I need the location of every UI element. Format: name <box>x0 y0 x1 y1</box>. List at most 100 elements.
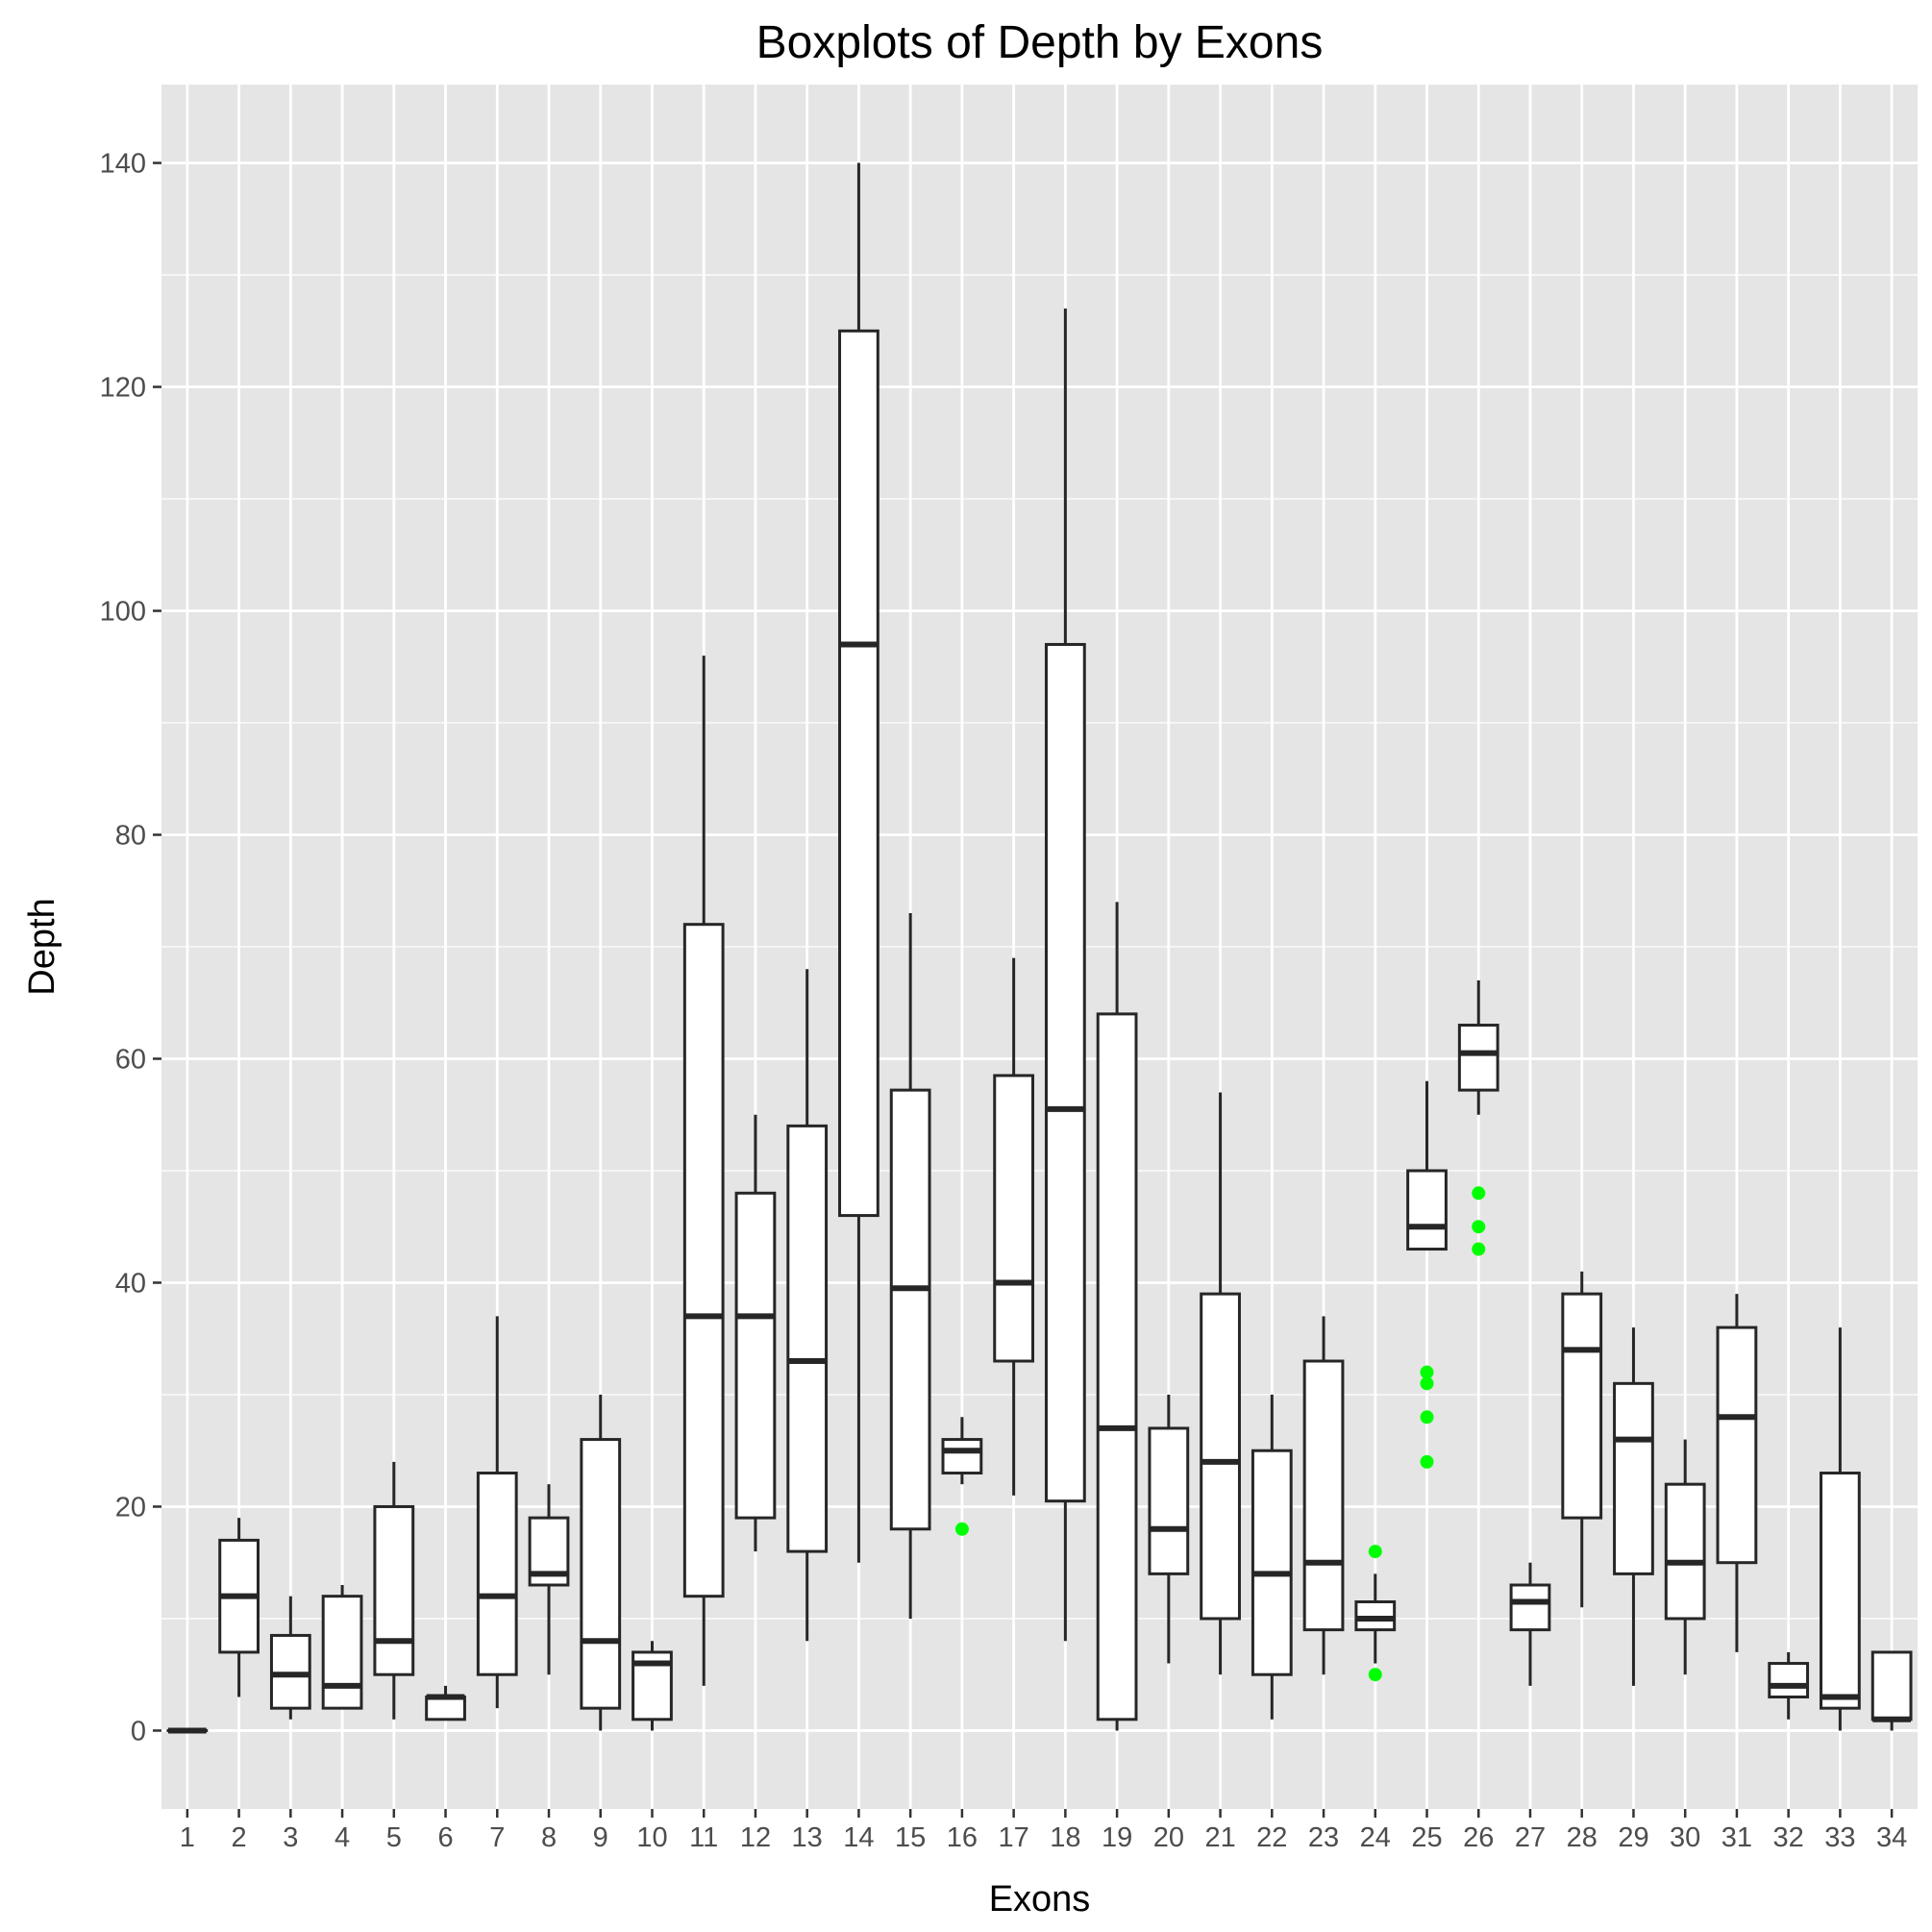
y-axis-ticks: 0 20 40 60 80 100 120 140 <box>100 149 161 1746</box>
box-iqr <box>941 1438 983 1475</box>
box-iqr <box>1870 1650 1913 1721</box>
outlier-point <box>1472 1242 1486 1256</box>
box-iqr <box>1509 1583 1551 1632</box>
x-tick-label: 24 <box>1360 1822 1391 1853</box>
x-tick-label: 17 <box>998 1822 1028 1853</box>
y-axis-title: Depth <box>22 898 62 995</box>
x-axis-ticks: 1 2 3 4 5 6 7 8 9 10 11 12 13 14 15 16 17 18 19 20 21 22 23 24 2… <box>180 1809 1907 1853</box>
box-iqr <box>838 329 879 1218</box>
box-exon-20 <box>1148 1394 1190 1664</box>
y-tick-label: 80 <box>115 821 146 852</box>
outlier-point <box>1472 1220 1486 1234</box>
box-exon-23 <box>1302 1316 1345 1675</box>
box-exon-16 <box>941 1417 983 1536</box>
box-exon-34 <box>1870 1650 1913 1731</box>
x-tick-label: 18 <box>1050 1822 1080 1853</box>
x-tick-label: 31 <box>1721 1822 1752 1853</box>
box-exon-9 <box>580 1394 622 1731</box>
x-tick-label: 21 <box>1204 1822 1235 1853</box>
boxplot-series <box>166 162 1913 1734</box>
box-iqr <box>476 1472 518 1676</box>
box-exon-21 <box>1200 1092 1241 1675</box>
box-iqr <box>1096 1012 1138 1721</box>
x-tick-label: 25 <box>1411 1822 1442 1853</box>
box-iqr <box>1820 1472 1861 1710</box>
y-tick-label: 40 <box>115 1268 146 1299</box>
box-iqr <box>321 1595 363 1710</box>
y-tick-label: 100 <box>100 597 146 628</box>
x-tick-label: 34 <box>1876 1822 1907 1853</box>
box-exon-29 <box>1613 1327 1654 1686</box>
box-exon-31 <box>1716 1294 1758 1652</box>
outlier-point <box>1368 1545 1382 1559</box>
box-iqr <box>1613 1381 1654 1575</box>
y-tick-label: 120 <box>100 373 146 404</box>
x-tick-label: 4 <box>334 1822 350 1853</box>
box-exon-3 <box>269 1596 311 1720</box>
box-iqr <box>1302 1359 1345 1632</box>
box-exon-26 <box>1457 979 1499 1256</box>
box-iqr <box>889 1088 931 1531</box>
x-tick-label: 6 <box>437 1822 453 1853</box>
x-tick-label: 15 <box>895 1822 926 1853</box>
box-exon-19 <box>1096 902 1138 1731</box>
x-tick-label: 13 <box>792 1822 823 1853</box>
x-tick-label: 10 <box>636 1822 667 1853</box>
box-iqr <box>682 923 725 1598</box>
y-tick-label: 0 <box>131 1716 146 1746</box>
box-exon-15 <box>889 913 931 1619</box>
outlier-point <box>954 1522 969 1536</box>
outlier-point <box>1420 1376 1434 1391</box>
box-iqr <box>425 1696 466 1721</box>
box-exon-10 <box>632 1641 673 1731</box>
x-tick-label: 5 <box>386 1822 402 1853</box>
x-tick-label: 22 <box>1256 1822 1287 1853</box>
box-exon-33 <box>1820 1327 1861 1731</box>
x-tick-label: 20 <box>1153 1822 1184 1853</box>
x-tick-label: 28 <box>1567 1822 1598 1853</box>
box-exon-11 <box>682 656 725 1686</box>
x-tick-label: 19 <box>1102 1822 1132 1853</box>
box-exon-12 <box>734 1114 777 1552</box>
x-tick-label: 11 <box>689 1822 718 1853</box>
box-exon-6 <box>425 1685 466 1721</box>
box-iqr <box>1200 1292 1241 1621</box>
box-iqr <box>1716 1325 1758 1565</box>
box-exon-17 <box>993 957 1035 1496</box>
x-tick-label: 12 <box>740 1822 771 1853</box>
outlier-point <box>1368 1668 1382 1682</box>
box-iqr <box>1664 1482 1706 1621</box>
x-tick-label: 14 <box>843 1822 874 1853</box>
box-iqr <box>1148 1426 1190 1575</box>
x-tick-label: 32 <box>1773 1822 1804 1853</box>
x-axis-title: Exons <box>989 1879 1091 1920</box>
box-exon-14 <box>838 162 879 1563</box>
box-iqr <box>1457 1024 1499 1092</box>
y-tick-label: 60 <box>115 1044 146 1075</box>
box-exon-32 <box>1768 1651 1810 1720</box>
box-exon-27 <box>1509 1562 1551 1686</box>
x-tick-label: 3 <box>283 1822 298 1853</box>
box-exon-13 <box>786 969 829 1642</box>
y-tick-label: 20 <box>115 1492 146 1523</box>
x-tick-label: 1 <box>180 1822 195 1853</box>
box-exon-24 <box>1354 1545 1397 1682</box>
box-exon-28 <box>1561 1271 1603 1608</box>
box-iqr <box>373 1504 415 1676</box>
x-tick-label: 30 <box>1670 1822 1700 1853</box>
box-exon-25 <box>1406 1080 1448 1469</box>
box-iqr <box>734 1191 777 1520</box>
x-tick-label: 8 <box>541 1822 557 1853</box>
outlier-point <box>1420 1410 1434 1424</box>
x-tick-label: 16 <box>947 1822 978 1853</box>
box-iqr <box>1768 1662 1810 1699</box>
x-tick-label: 2 <box>232 1822 247 1853</box>
box-iqr <box>580 1438 622 1710</box>
box-exon-2 <box>218 1518 260 1697</box>
box-exon-18 <box>1044 308 1086 1642</box>
x-tick-label: 26 <box>1463 1822 1494 1853</box>
x-tick-label: 9 <box>593 1822 608 1853</box>
box-exon-30 <box>1664 1439 1706 1675</box>
box-iqr <box>1251 1449 1293 1676</box>
